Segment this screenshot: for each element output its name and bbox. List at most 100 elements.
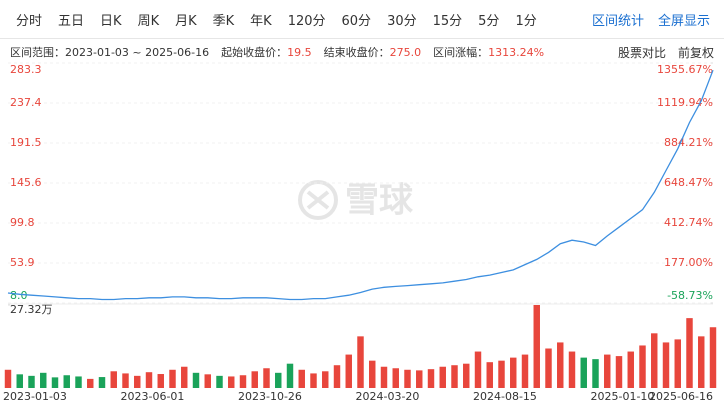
volume-bar	[228, 376, 235, 388]
volume-bar	[592, 359, 599, 388]
compare-button[interactable]: 股票对比	[617, 45, 666, 60]
volume-bar	[216, 375, 223, 388]
period-tab[interactable]: 五日	[58, 13, 85, 29]
period-tab[interactable]: 5分	[478, 13, 500, 29]
y-tick-label: 191.5	[10, 136, 42, 149]
x-tick-label: 2023-10-26	[238, 390, 302, 403]
volume-bar	[275, 372, 282, 388]
period-tab[interactable]: 30分	[387, 13, 417, 29]
y2-tick-label: 412.74%	[664, 216, 713, 229]
y-tick-label: 8.0	[10, 289, 28, 302]
x-tick-label: 2025-06-16	[649, 390, 713, 403]
volume-bar	[28, 375, 35, 388]
volume-bar	[674, 339, 681, 388]
period-tab[interactable]: 周K	[137, 13, 160, 29]
period-tab[interactable]: 月K	[175, 13, 197, 29]
period-tab[interactable]: 季K	[212, 13, 235, 29]
volume-bar	[157, 374, 164, 388]
volume-bar	[345, 354, 352, 388]
y-tick-label: 283.3	[10, 63, 42, 76]
volume-bar	[521, 354, 529, 388]
volume-bar	[134, 375, 141, 388]
volume-bar	[427, 369, 435, 388]
volume-bar	[310, 373, 317, 388]
period-tab[interactable]: 15分	[432, 13, 463, 29]
volume-bar	[98, 377, 106, 388]
period-tab[interactable]: 分时	[16, 13, 43, 29]
volume-bar	[357, 336, 364, 388]
volume-bar	[298, 369, 305, 388]
volume-bar	[286, 363, 294, 388]
period-tab[interactable]: 年K	[250, 13, 272, 29]
volume-bar	[662, 342, 670, 388]
volume-bar	[110, 371, 117, 388]
volume-bar	[557, 342, 564, 388]
x-tick-label: 2023-01-03	[3, 390, 67, 403]
price-line	[7, 69, 714, 301]
adjust-button[interactable]: 前复权	[677, 45, 714, 60]
volume-bar	[51, 377, 59, 388]
volume-bar	[145, 372, 153, 388]
volume-bar	[392, 368, 399, 388]
volume-bar	[604, 354, 611, 388]
volume-bar	[686, 318, 693, 388]
y2-tick-label: 884.21%	[664, 136, 713, 149]
volume-bar	[181, 366, 188, 388]
y2-tick-label: 648.47%	[664, 176, 713, 189]
volume-bar	[204, 374, 211, 388]
volume-bar	[192, 372, 200, 388]
volume-bar	[627, 351, 634, 388]
volume-bar	[251, 371, 258, 388]
end-price: 275.0	[389, 45, 422, 59]
x-tick-label: 2025-01-10	[591, 390, 655, 403]
range: 2023-01-03 ~ 2025-06-16	[65, 45, 210, 59]
y2-tick-label: 1119.94%	[657, 96, 713, 109]
volume-bar	[615, 356, 623, 388]
volume-bar	[416, 370, 423, 388]
volume-bar	[369, 360, 376, 388]
period-tab[interactable]: 日K	[100, 13, 122, 29]
volume-bar	[474, 351, 482, 388]
volume-bar	[40, 372, 47, 388]
volume-bar	[486, 362, 493, 388]
period-tab[interactable]: 60分	[341, 13, 372, 29]
volume-bar	[16, 374, 23, 388]
watermark: 雪球	[345, 181, 414, 221]
volume-bar	[510, 357, 517, 388]
volume-bar	[322, 371, 329, 388]
info-bar: 区间范围： 2023-01-03 ~ 2025-06-16 起始收盘价： 19.…	[10, 44, 714, 60]
y-tick-label: 145.6	[10, 176, 42, 189]
period-tab[interactable]: 1分	[515, 13, 537, 29]
volume-bar	[451, 365, 458, 388]
volume-bar	[239, 375, 247, 388]
volume-bar	[263, 368, 270, 388]
volume-bar	[498, 360, 505, 388]
period-tab[interactable]: 120分	[287, 13, 326, 29]
volume-bar	[4, 369, 12, 388]
y2-tick-label: 1355.67%	[657, 63, 713, 76]
volume-bar	[122, 373, 129, 388]
action-link[interactable]: 全屏显示	[657, 13, 710, 29]
volume-bar	[439, 366, 446, 388]
change-label: 区间涨幅：	[433, 46, 489, 59]
watermark-logo	[298, 180, 338, 220]
start-label: 起始收盘价：	[221, 46, 288, 59]
volume-bar	[63, 375, 70, 388]
tab-bar: 分时 五日 日K 周K 月K 季K 年K 120分 60分 30分 15分 5分 1分 区间统计 全屏显示	[0, 0, 724, 39]
start-price: 19.5	[287, 45, 312, 59]
volume-bar	[463, 363, 470, 388]
volume-bar	[169, 369, 176, 388]
volume-bar	[580, 357, 587, 388]
y-tick-label: 99.8	[10, 216, 35, 229]
volume-bar	[87, 378, 94, 388]
action-link[interactable]: 区间统计	[591, 13, 644, 29]
volume-bar	[404, 369, 411, 388]
x-tick-label: 2023-06-01	[121, 390, 185, 403]
volume-bar	[651, 333, 658, 388]
volume-bar	[75, 376, 82, 388]
volume-bar	[380, 366, 388, 388]
range-label: 区间范围：	[10, 46, 65, 59]
volume-bar	[639, 345, 646, 388]
